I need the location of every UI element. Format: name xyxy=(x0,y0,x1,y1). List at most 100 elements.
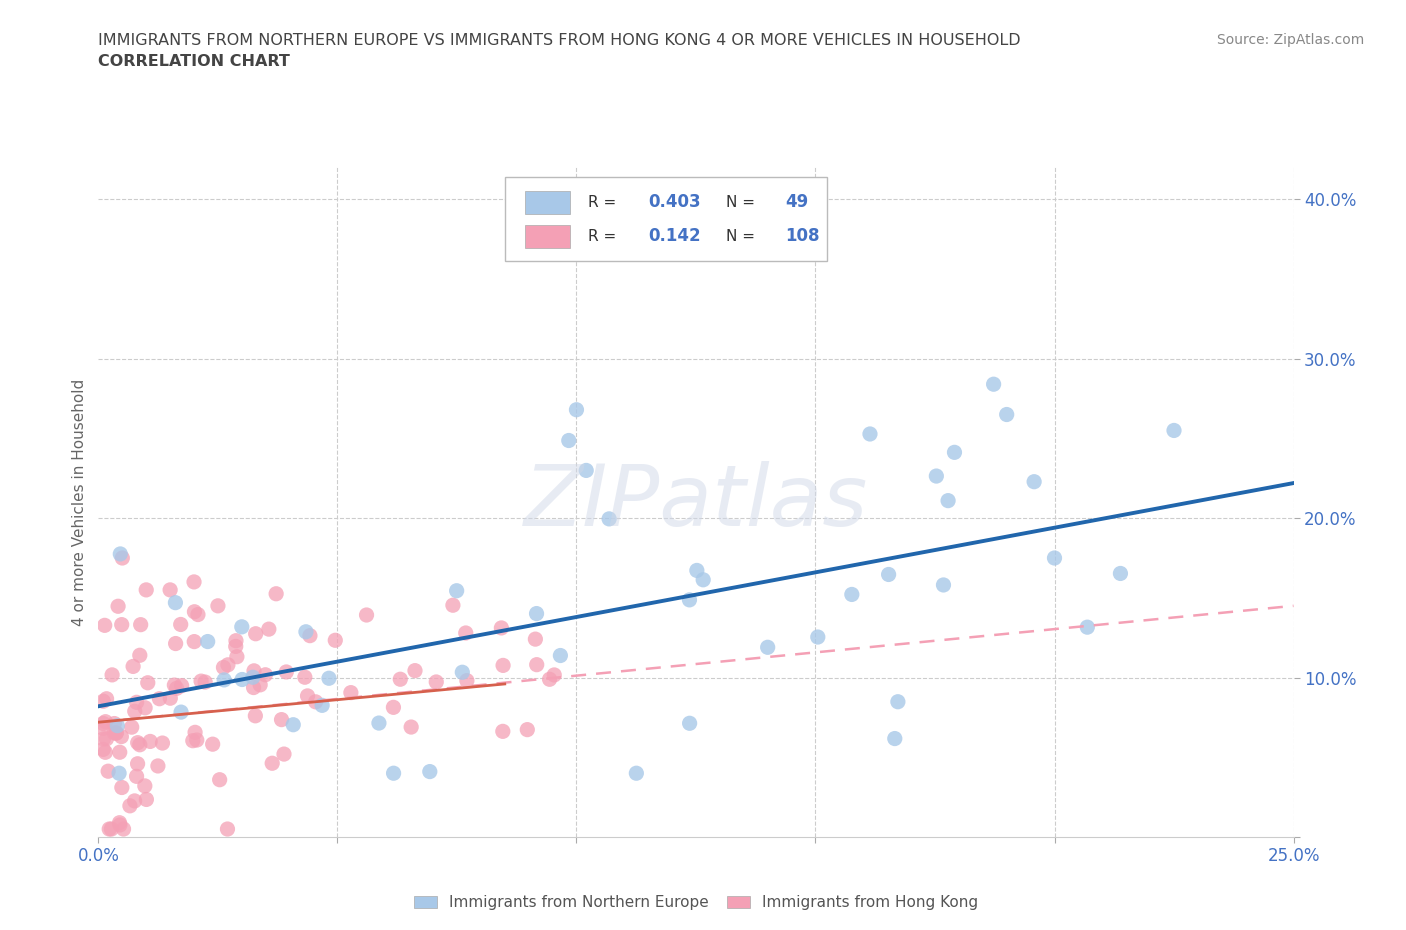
Point xyxy=(925,469,948,484)
Point xyxy=(1109,566,1132,581)
Point xyxy=(756,640,779,655)
Point xyxy=(841,587,863,602)
Point xyxy=(93,618,115,632)
Point xyxy=(526,606,548,621)
Point xyxy=(107,599,129,614)
Text: R =: R = xyxy=(588,229,621,244)
Point xyxy=(340,685,363,700)
Point xyxy=(170,705,193,720)
Point xyxy=(419,764,441,779)
Point xyxy=(159,691,181,706)
Point xyxy=(103,725,125,740)
Point xyxy=(121,720,143,735)
Point xyxy=(98,821,121,836)
Point xyxy=(242,680,264,695)
Bar xyxy=(524,225,571,247)
Point xyxy=(404,663,426,678)
Point xyxy=(94,714,117,729)
Point xyxy=(389,671,412,686)
Point xyxy=(262,756,284,771)
Point xyxy=(134,700,156,715)
Point xyxy=(598,512,620,526)
Point xyxy=(451,665,474,680)
Point xyxy=(983,377,1005,392)
Point xyxy=(108,816,131,830)
Point xyxy=(225,633,247,648)
Point xyxy=(152,736,174,751)
Point xyxy=(270,712,292,727)
Point xyxy=(368,715,391,730)
Point xyxy=(446,583,468,598)
Point xyxy=(212,660,235,675)
Point xyxy=(110,729,132,744)
Y-axis label: 4 or more Vehicles in Household: 4 or more Vehicles in Household xyxy=(72,379,87,626)
Point xyxy=(575,463,598,478)
Point xyxy=(686,563,709,578)
Point xyxy=(118,798,141,813)
Point xyxy=(105,725,128,740)
Point xyxy=(491,620,513,635)
Point xyxy=(93,732,115,747)
Point xyxy=(125,769,148,784)
Point xyxy=(91,742,114,757)
Point xyxy=(139,734,162,749)
Point xyxy=(231,619,253,634)
Text: 49: 49 xyxy=(786,193,808,211)
Point xyxy=(257,621,280,636)
Point xyxy=(135,582,157,597)
Point xyxy=(382,765,405,780)
Point xyxy=(165,595,187,610)
Point xyxy=(183,604,205,619)
Point xyxy=(111,780,134,795)
Point xyxy=(212,672,235,687)
Point xyxy=(318,671,340,685)
Point xyxy=(101,668,124,683)
Point xyxy=(217,821,239,836)
Point xyxy=(217,658,239,672)
Point xyxy=(201,737,224,751)
Point xyxy=(97,764,120,778)
Bar xyxy=(524,191,571,214)
Point xyxy=(526,658,548,672)
Point xyxy=(492,658,515,672)
Point xyxy=(122,659,145,674)
Point xyxy=(231,672,253,687)
Point xyxy=(859,427,882,442)
Point xyxy=(298,628,321,643)
Text: IMMIGRANTS FROM NORTHERN EUROPE VS IMMIGRANTS FROM HONG KONG 4 OR MORE VEHICLES : IMMIGRANTS FROM NORTHERN EUROPE VS IMMIG… xyxy=(98,33,1021,47)
Text: N =: N = xyxy=(725,229,759,244)
Point xyxy=(134,778,156,793)
Point xyxy=(382,700,405,715)
Text: CORRELATION CHART: CORRELATION CHART xyxy=(98,54,290,69)
Point xyxy=(194,674,217,689)
Point xyxy=(807,630,830,644)
Point xyxy=(456,673,478,688)
Point xyxy=(183,575,205,590)
Point xyxy=(995,407,1018,422)
Text: 0.403: 0.403 xyxy=(648,193,700,211)
Point xyxy=(108,765,131,780)
Point xyxy=(159,582,181,597)
Point xyxy=(295,624,318,639)
Point xyxy=(283,717,305,732)
Point xyxy=(112,821,135,836)
Point xyxy=(297,688,319,703)
Point xyxy=(128,648,150,663)
Point xyxy=(163,678,186,693)
Text: Source: ZipAtlas.com: Source: ZipAtlas.com xyxy=(1216,33,1364,46)
Point xyxy=(170,617,193,631)
Point xyxy=(170,678,193,693)
Text: ZIPatlas: ZIPatlas xyxy=(524,460,868,544)
Point xyxy=(91,721,114,736)
Point xyxy=(441,598,464,613)
Point xyxy=(110,547,132,562)
Point xyxy=(932,578,955,592)
Point xyxy=(273,747,295,762)
Text: R =: R = xyxy=(588,195,621,210)
Point xyxy=(105,725,128,740)
Point xyxy=(187,607,209,622)
Point xyxy=(127,736,149,751)
Point xyxy=(524,631,547,646)
Point xyxy=(550,648,572,663)
Text: N =: N = xyxy=(725,195,759,210)
